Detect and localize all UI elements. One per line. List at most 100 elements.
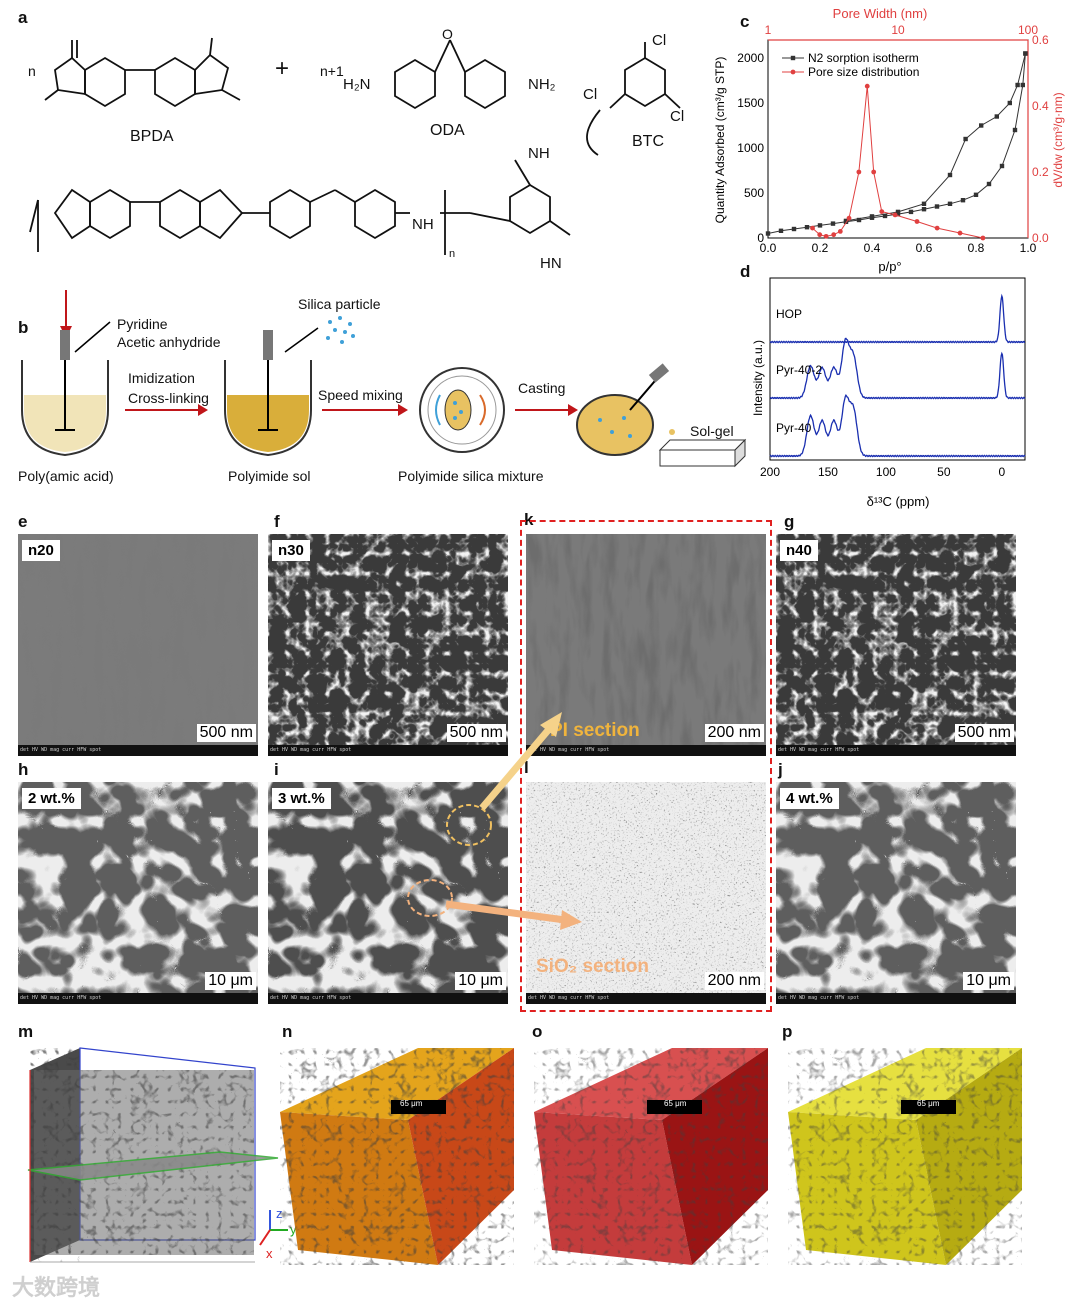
plus-sign: +	[275, 55, 290, 82]
btc-label: BTC	[632, 133, 664, 150]
isotherm-point	[856, 217, 862, 223]
psd-point	[934, 225, 940, 231]
mold-icon	[658, 429, 747, 468]
pi-section-note: PI section	[550, 720, 640, 741]
isotherm-point	[1015, 82, 1020, 88]
isotherm-point	[947, 172, 953, 178]
caption-polyimide-silica: Polyimide silica mixture	[398, 468, 544, 484]
chart-d-xtick: 50	[937, 465, 951, 479]
step-imidization: Imidization	[128, 370, 195, 386]
watermark-text: 大数跨境	[12, 1275, 101, 1300]
isotherm-point	[921, 207, 927, 212]
sem-label-n20: n20	[22, 540, 60, 561]
psd-point	[957, 230, 963, 236]
panel-label-i: i	[274, 760, 279, 779]
step-crosslinking: Cross-linking	[128, 390, 209, 406]
chart-c-ylabel-right: dV/dw (cm³/g·nm)	[1051, 92, 1065, 187]
isotherm-point	[979, 123, 984, 128]
sem-label-n30: n30	[272, 540, 310, 561]
nmr-chart: Intensity (a.u.) δ¹³C (ppm) 200 150 100 50 0…	[751, 277, 1026, 509]
chart-d-frame	[769, 277, 1026, 461]
isotherm-point	[994, 114, 999, 119]
legend-isotherm-marker	[790, 55, 796, 61]
isotherm-point	[963, 136, 968, 142]
scale-label-g: 500 nm	[954, 724, 1014, 742]
ct-cube-combined	[280, 1048, 514, 1265]
isotherm-point	[882, 213, 888, 219]
ct-cube-pore	[534, 1048, 768, 1265]
sem-image-4wt: 4 wt.% 10 μm det HV WD mag curr HFW spot	[776, 782, 1016, 1004]
isotherm-point	[986, 181, 992, 187]
nmr-spectrum-line	[769, 337, 1026, 400]
caption-polyimide-sol: Polyimide sol	[228, 468, 311, 484]
chart-c-ytick: 0	[757, 231, 764, 245]
panel-label-m: m	[18, 1022, 34, 1041]
panel-label-k: k	[524, 510, 534, 529]
panel-label-p: p	[782, 1022, 793, 1041]
nmr-spectrum-line	[769, 293, 1026, 344]
sio2-section-note: SiO₂ section	[536, 956, 649, 977]
psd-point	[817, 232, 823, 238]
isotherm-point	[1012, 127, 1018, 133]
panel-label-c: c	[740, 12, 750, 31]
chart-c-xtick: 0.4	[864, 241, 881, 255]
scale-label-o: 65 μm	[664, 1099, 687, 1108]
btc-cl-top: Cl	[652, 32, 667, 49]
sem-image-n40: n40 500 nm det HV WD mag curr HFW spot	[776, 534, 1016, 756]
chart-c-xtick: 1.0	[1020, 241, 1037, 255]
nmr-spectrum-line	[769, 394, 1026, 458]
panel-label-j: j	[778, 760, 783, 779]
stoich-n-plus-1: n+1	[320, 63, 344, 79]
isotherm-point	[960, 198, 966, 203]
isotherm-point	[908, 209, 914, 215]
scale-label-p: 65 μm	[917, 1099, 940, 1108]
psd-point	[831, 232, 837, 238]
chart-d-ylabel: Intensity (a.u.)	[751, 340, 765, 416]
scale-label-n: 65 μm	[400, 1099, 423, 1108]
isotherm-point	[1007, 100, 1012, 106]
repeat-n: n	[449, 248, 456, 260]
panel-label-b: b	[18, 318, 29, 337]
nmr-series-label: HOP	[776, 307, 802, 321]
chart-c-ytick: 1500	[737, 96, 764, 110]
panel-label-n: n	[282, 1022, 293, 1041]
chart-c-rtick: 0.4	[1032, 99, 1049, 113]
sem-image-sio2-section: SiO₂ section 200 nm det HV WD mag curr H…	[526, 782, 766, 1004]
nmr-series-label: Pyr-40-2	[776, 363, 822, 377]
chart-c-xtick: 0.8	[968, 241, 985, 255]
oda-ether-o: O	[442, 26, 453, 42]
bpda-label: BPDA	[130, 128, 174, 145]
stoich-n: n	[28, 63, 36, 79]
sem-image-2wt: 2 wt.% 10 μm det HV WD mag curr HFW spot	[18, 782, 258, 1004]
reagent-pyridine: Pyridine	[117, 316, 168, 332]
chart-c-xtick: 0.2	[812, 241, 829, 255]
panel-label-e: e	[18, 512, 28, 531]
chain-hn: HN	[540, 255, 562, 272]
chart-d-xtick: 200	[760, 465, 780, 479]
isotherm-point	[830, 221, 836, 226]
chart-c-rtick: 0.0	[1032, 231, 1049, 245]
panel-label-o: o	[532, 1022, 543, 1041]
chart-c-rtick: 0.2	[1032, 165, 1049, 179]
sem-databar: det HV WD mag curr HFW spot	[526, 993, 766, 1004]
chart-d-xlabel: δ¹³C (ppm)	[867, 494, 930, 509]
caption-poly-amic-acid: Poly(amic acid)	[18, 468, 114, 484]
isotherm-point	[817, 223, 823, 228]
oda-amine-left: H₂N	[343, 76, 371, 93]
chart-d-xtick: 150	[818, 465, 838, 479]
sem-image-n20: n20 500 nm det HV WD mag curr HFW spot	[18, 534, 258, 756]
isotherm-point	[999, 163, 1005, 169]
psd-point	[871, 169, 877, 175]
chart-c-rtick: 0.6	[1032, 33, 1049, 47]
isotherm-chart: Pore Width (nm) p/p° Quantity Adsorbed (…	[713, 6, 1065, 274]
chart-c-toptick: 1	[765, 23, 772, 37]
chart-c-xtick: 0.0	[760, 241, 777, 255]
isotherm-point	[1023, 51, 1028, 56]
sem-image-3wt: 3 wt.% 10 μm det HV WD mag curr HFW spot	[268, 782, 508, 1004]
scale-label-e: 500 nm	[196, 724, 256, 742]
silica-particle-label: Silica particle	[298, 296, 381, 312]
solgel-label: Sol-gel	[690, 423, 734, 439]
isotherm-point	[765, 231, 771, 236]
scale-label-f: 500 nm	[446, 724, 506, 742]
panel-label-d: d	[740, 262, 751, 281]
